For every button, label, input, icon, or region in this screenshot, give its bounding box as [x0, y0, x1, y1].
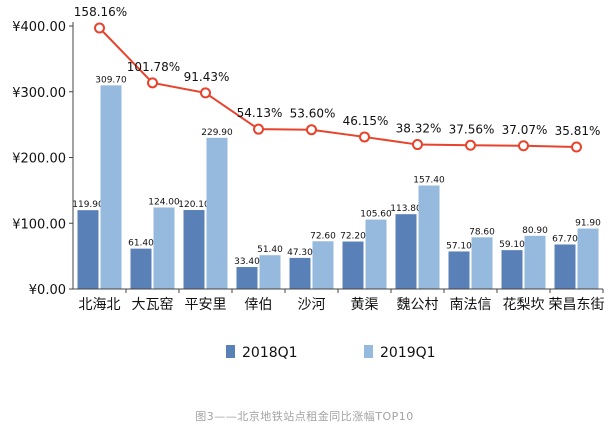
y-tick-label: ¥200.00	[12, 152, 66, 167]
growth-label: 37.07%	[502, 123, 548, 137]
growth-point	[571, 141, 582, 153]
growth-label: 101.78%	[127, 60, 180, 74]
bar-2018Q1	[289, 257, 311, 289]
bar-value-label: 59.10	[499, 240, 525, 250]
growth-label: 54.13%	[237, 106, 283, 120]
bar-2019Q1	[418, 185, 440, 289]
bar-2018Q1	[236, 267, 258, 289]
bar-2019Q1	[365, 219, 387, 289]
bar-value-label: 157.40	[413, 176, 445, 186]
growth-point	[147, 77, 158, 89]
chart-caption: 图3——北京地铁站点租金同比涨幅TOP10	[195, 410, 414, 423]
y-tick-label: ¥100.00	[12, 217, 66, 232]
legend-swatch-2018Q1	[226, 345, 235, 358]
bar-value-label: 67.70	[552, 234, 578, 244]
bar-value-label: 105.60	[360, 210, 392, 220]
x-tick-label: 倖伯	[245, 297, 273, 313]
growth-label: 37.56%	[449, 122, 495, 136]
bar-value-label: 229.90	[201, 128, 233, 138]
bar-value-label: 33.40	[234, 257, 260, 267]
bar-2019Q1	[312, 241, 334, 289]
y-tick-label: ¥0.00	[29, 283, 66, 298]
growth-line: 158.16% 101.78% 91.43% 54.13% 53.60% 46.15% 38…	[74, 5, 601, 153]
bar-value-label: 51.40	[257, 245, 283, 255]
rent-growth-chart: ¥0.00 ¥100.00 ¥200.00 ¥300.00 ¥400.00 119.90…	[12, 5, 605, 361]
legend-label-2019Q1: 2019Q1	[380, 345, 436, 361]
x-tick-label: 黄渠	[351, 296, 379, 313]
x-tick-label: 北海北	[79, 297, 121, 313]
legend-label-2018Q1: 2018Q1	[242, 345, 298, 361]
bar-value-label: 72.60	[310, 231, 336, 241]
x-tick-label: 魏公村	[397, 297, 439, 313]
growth-polyline	[98, 27, 577, 148]
growth-point	[518, 140, 529, 152]
growth-point	[253, 123, 264, 135]
bar-2018Q1	[501, 250, 523, 289]
bar-2018Q1	[395, 214, 417, 289]
x-tick-label: 花梨坎	[503, 297, 545, 313]
bar-2018Q1	[342, 241, 364, 289]
bar-value-label: 78.60	[469, 227, 495, 237]
bar-2019Q1	[524, 235, 546, 289]
bar-2019Q1	[259, 255, 281, 289]
growth-label: 91.43%	[184, 70, 230, 84]
bar-value-label: 57.10	[446, 241, 472, 251]
x-tick-label: 大瓦窑	[132, 296, 174, 313]
bar-value-label: 113.80	[390, 204, 422, 214]
growth-label: 158.16%	[74, 5, 127, 19]
x-tick-label: 南法信	[450, 297, 492, 313]
bar-value-label: 91.90	[575, 219, 601, 229]
bar-2019Q1	[471, 237, 493, 289]
growth-label: 35.81%	[555, 124, 601, 138]
bar-2019Q1	[206, 137, 228, 289]
bar-value-label: 80.90	[522, 226, 548, 236]
growth-point	[200, 87, 211, 99]
y-tick-label: ¥300.00	[12, 86, 66, 101]
x-axis: 北海北 大瓦窑 平安里 倖伯 沙河 黄渠 魏公村 南法信 花梨坎 荣昌东街	[73, 288, 605, 313]
x-tick-label: 平安里	[185, 297, 227, 313]
growth-point	[306, 124, 317, 136]
bar-value-label: 120.10	[178, 200, 210, 210]
growth-point	[94, 22, 105, 34]
growth-point	[359, 131, 370, 143]
bar-value-label: 61.40	[128, 239, 154, 249]
bar-2018Q1	[448, 251, 470, 289]
bar-value-label: 72.20	[340, 232, 366, 242]
x-tick-label: 荣昌东街	[549, 297, 605, 313]
bar-value-label: 47.30	[287, 248, 313, 258]
x-tick-label: 沙河	[298, 297, 326, 313]
bar-value-label: 124.00	[148, 197, 180, 207]
bar-2018Q1	[130, 248, 152, 289]
y-axis: ¥0.00 ¥100.00 ¥200.00 ¥300.00 ¥400.00	[12, 20, 74, 298]
bar-2018Q1	[554, 244, 576, 289]
growth-label: 53.60%	[290, 107, 336, 121]
growth-label: 46.15%	[343, 114, 389, 128]
bar-2019Q1	[100, 85, 122, 289]
legend: 2018Q1 2019Q1	[226, 345, 436, 361]
legend-swatch-2019Q1	[364, 345, 373, 358]
bar-2019Q1	[577, 228, 599, 289]
bar-2018Q1	[183, 210, 205, 289]
bar-2018Q1	[77, 210, 99, 289]
growth-point	[412, 139, 423, 151]
bar-2019Q1	[153, 207, 175, 289]
growth-point	[465, 139, 476, 151]
y-tick-label: ¥400.00	[12, 20, 66, 35]
bar-value-label: 119.90	[72, 200, 104, 210]
bar-value-label: 309.70	[95, 75, 127, 85]
growth-label: 38.32%	[396, 122, 442, 136]
